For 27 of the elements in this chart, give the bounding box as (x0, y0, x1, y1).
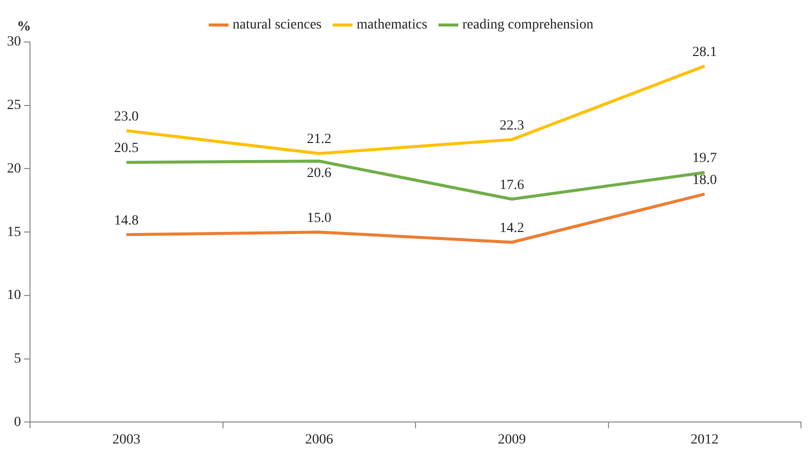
data-label: 21.2 (306, 132, 332, 148)
y-tick-label: 15 (7, 224, 21, 240)
legend-label: reading comprehension (462, 18, 594, 33)
data-label: 14.2 (500, 220, 524, 236)
legend-label: natural sciences (232, 18, 322, 33)
data-label: 20.6 (306, 166, 332, 181)
y-tick-label: 0 (14, 414, 21, 430)
x-tick-label: 2012 (690, 432, 719, 448)
data-label: 15.0 (306, 210, 332, 226)
data-label: 20.5 (114, 141, 139, 156)
data-label: 19.7 (692, 151, 717, 166)
data-label: 14.8 (114, 213, 139, 228)
data-label: 22.3 (500, 118, 524, 134)
y-tick-label: 25 (7, 98, 21, 114)
y-tick-label: 30 (7, 34, 21, 50)
y-tick-label: 20 (7, 161, 21, 176)
y-tick-label: 10 (7, 288, 21, 304)
data-label: 28.1 (692, 44, 717, 60)
x-tick-label: 2006 (305, 432, 334, 448)
y-axis-title: % (17, 20, 31, 35)
legend-label: mathematics (356, 18, 428, 33)
x-tick-label: 2009 (498, 432, 526, 448)
data-label: 17.6 (500, 178, 524, 193)
data-label: 18.0 (692, 172, 717, 188)
data-label: 23.0 (114, 109, 139, 124)
y-tick-label: 5 (14, 352, 21, 367)
x-tick-label: 2003 (112, 432, 140, 448)
